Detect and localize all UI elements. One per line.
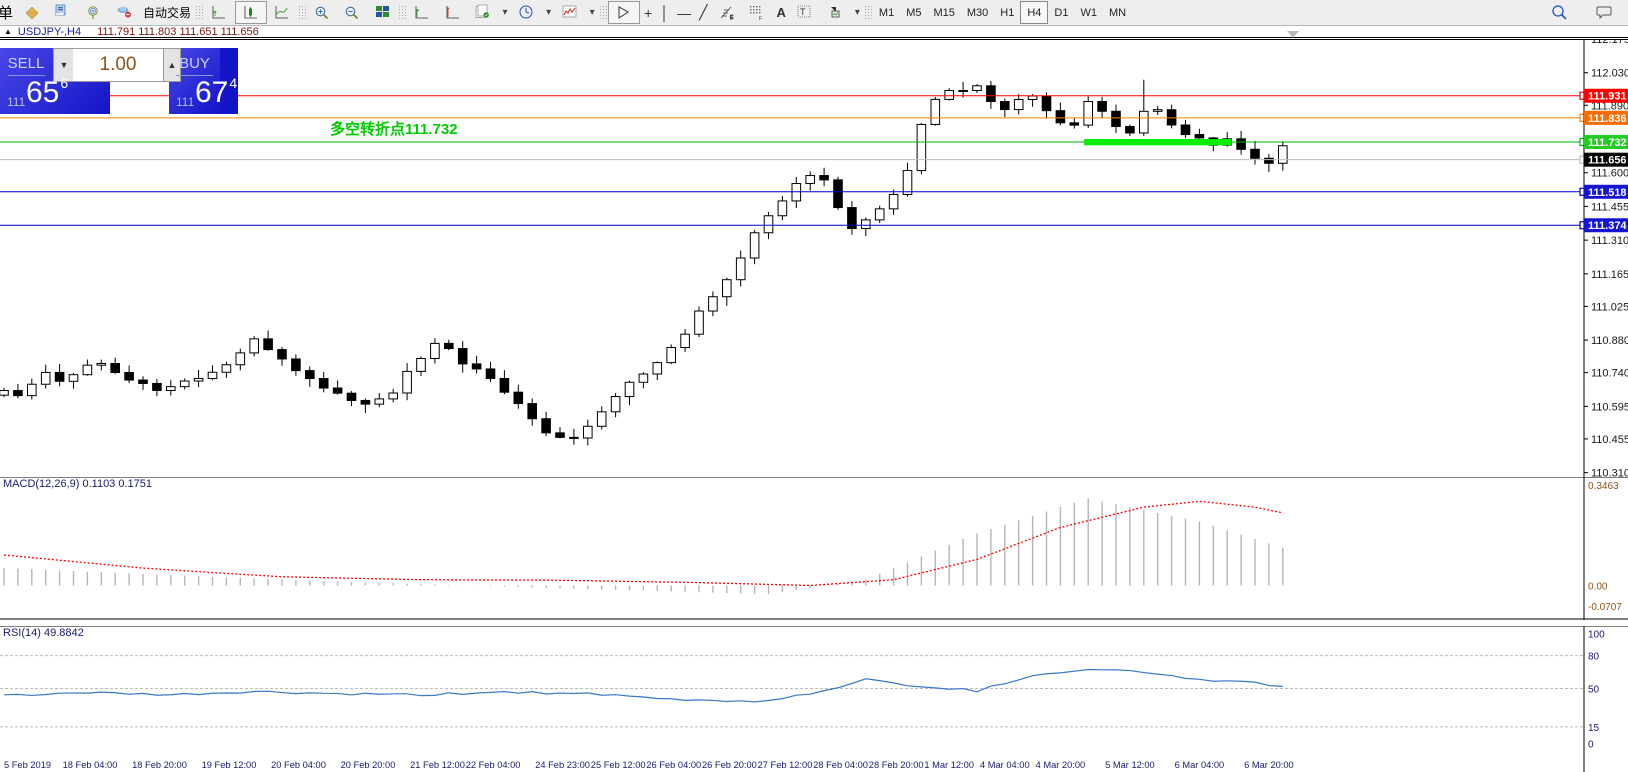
svg-text:111.600: 111.600 bbox=[1591, 168, 1628, 180]
svg-text:RSI(14) 49.8842: RSI(14) 49.8842 bbox=[3, 627, 84, 639]
svg-text:26 Feb 04:00: 26 Feb 04:00 bbox=[646, 760, 701, 770]
svg-text:0.00: 0.00 bbox=[1588, 581, 1608, 592]
svg-text:111.931: 111.931 bbox=[1588, 91, 1627, 103]
svg-text:50: 50 bbox=[1588, 685, 1600, 696]
svg-text:110.880: 110.880 bbox=[1591, 335, 1628, 347]
svg-text:6 Mar 20:00: 6 Mar 20:00 bbox=[1244, 760, 1294, 770]
svg-text:25 Feb 12:00: 25 Feb 12:00 bbox=[591, 760, 646, 770]
svg-text:多空转折点111.732: 多空转折点111.732 bbox=[330, 120, 458, 138]
svg-text:110.595: 110.595 bbox=[1591, 401, 1628, 413]
svg-text:5 Mar 12:00: 5 Mar 12:00 bbox=[1105, 760, 1155, 770]
svg-text:4 Mar 04:00: 4 Mar 04:00 bbox=[980, 760, 1030, 770]
svg-text:20 Feb 20:00: 20 Feb 20:00 bbox=[341, 760, 396, 770]
svg-text:111.732: 111.732 bbox=[1588, 137, 1627, 149]
svg-text:18 Feb 20:00: 18 Feb 20:00 bbox=[132, 760, 187, 770]
svg-text:6 Mar 04:00: 6 Mar 04:00 bbox=[1175, 760, 1225, 770]
svg-text:26 Feb 20:00: 26 Feb 20:00 bbox=[702, 760, 757, 770]
svg-text:E: E bbox=[730, 15, 734, 21]
svg-text:112.175: 112.175 bbox=[1591, 39, 1628, 46]
svg-text:111.518: 111.518 bbox=[1588, 187, 1627, 199]
svg-text:20 Feb 04:00: 20 Feb 04:00 bbox=[271, 760, 326, 770]
svg-text:MACD(12,26,9) 0.1103 0.1751: MACD(12,26,9) 0.1103 0.1751 bbox=[3, 478, 152, 490]
svg-text:80: 80 bbox=[1588, 652, 1600, 663]
svg-text:T: T bbox=[800, 7, 806, 17]
svg-text:1 Mar 12:00: 1 Mar 12:00 bbox=[924, 760, 974, 770]
svg-text:18 Feb 04:00: 18 Feb 04:00 bbox=[63, 760, 118, 770]
svg-text:21 Feb 12:00: 21 Feb 12:00 bbox=[410, 760, 465, 770]
svg-text:111.656: 111.656 bbox=[1588, 155, 1627, 167]
svg-text:28 Feb 04:00: 28 Feb 04:00 bbox=[813, 760, 868, 770]
svg-text:0.3463: 0.3463 bbox=[1588, 481, 1619, 492]
svg-text:111.165: 111.165 bbox=[1591, 269, 1628, 281]
svg-text:-0.0707: -0.0707 bbox=[1588, 602, 1622, 613]
svg-text:111.374: 111.374 bbox=[1588, 220, 1627, 232]
svg-text:111.455: 111.455 bbox=[1591, 201, 1628, 213]
svg-text:28 Feb 20:00: 28 Feb 20:00 bbox=[869, 760, 924, 770]
svg-text:111.836: 111.836 bbox=[1588, 113, 1627, 125]
svg-text:24 Feb 23:00: 24 Feb 23:00 bbox=[535, 760, 590, 770]
svg-text:111.310: 111.310 bbox=[1591, 235, 1628, 247]
svg-text:F: F bbox=[759, 16, 762, 22]
svg-text:19 Feb 12:00: 19 Feb 12:00 bbox=[202, 760, 257, 770]
svg-text:4 Mar 20:00: 4 Mar 20:00 bbox=[1036, 760, 1086, 770]
svg-text:110.740: 110.740 bbox=[1591, 368, 1628, 380]
svg-text:5 Feb 2019: 5 Feb 2019 bbox=[4, 760, 51, 770]
svg-text:27 Feb 12:00: 27 Feb 12:00 bbox=[758, 760, 813, 770]
svg-text:110.310: 110.310 bbox=[1591, 468, 1628, 477]
svg-text:22 Feb 04:00: 22 Feb 04:00 bbox=[466, 760, 521, 770]
svg-text:100: 100 bbox=[1588, 630, 1605, 641]
svg-text:111.025: 111.025 bbox=[1591, 301, 1628, 313]
svg-text:0: 0 bbox=[1588, 739, 1594, 750]
svg-text:15: 15 bbox=[1588, 723, 1600, 734]
svg-text:112.030: 112.030 bbox=[1591, 68, 1628, 80]
svg-text:110.455: 110.455 bbox=[1591, 434, 1628, 446]
